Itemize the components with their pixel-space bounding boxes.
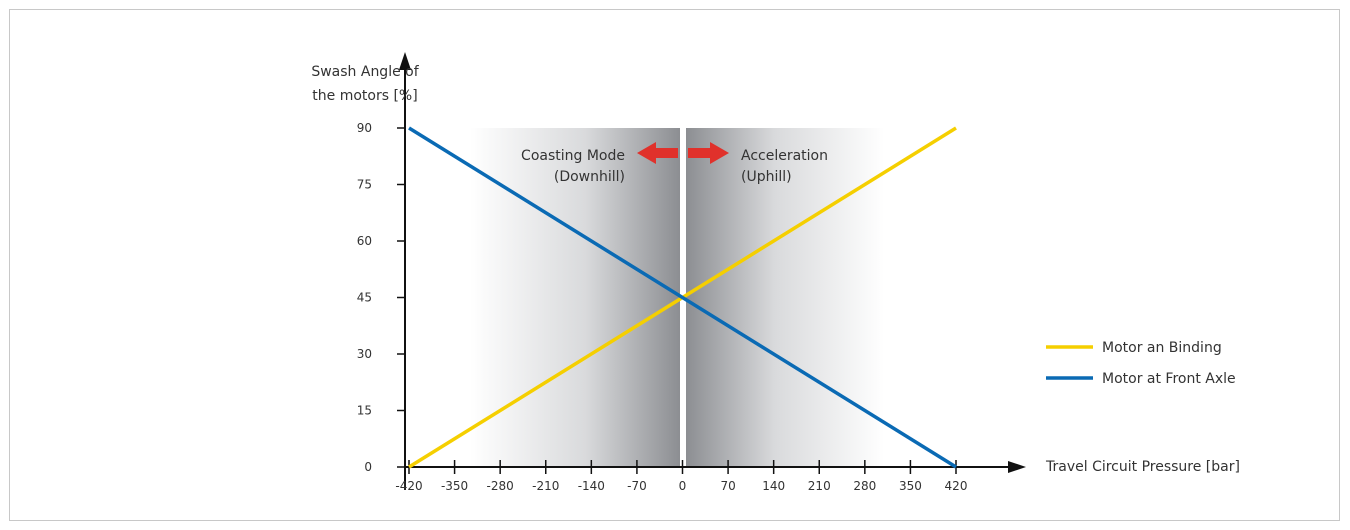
- uphill-label: (Uphill): [741, 169, 792, 185]
- y-tick-label: 15: [357, 404, 372, 418]
- x-ticks: -420 -350 -280 -210 -140 -70 0 70 140 210 280 350 42…: [395, 460, 967, 493]
- y-axis-title-line2: the motors [%]: [312, 88, 417, 104]
- y-ticks: 0 15 30 45 60 75 90: [357, 121, 405, 474]
- shaded-regions: [470, 128, 884, 467]
- arrow-left-icon: [637, 142, 678, 164]
- y-tick-label: 60: [357, 234, 372, 248]
- y-tick-label: 45: [357, 291, 372, 305]
- y-tick-label: 30: [357, 347, 372, 361]
- x-tick-label: 70: [720, 479, 735, 493]
- x-tick-label: -210: [532, 479, 559, 493]
- arrow-right-icon: [688, 142, 729, 164]
- x-tick-label: 210: [808, 479, 831, 493]
- y-tick-label: 0: [364, 460, 372, 474]
- y-axis-title-line1: Swash Angle of: [311, 64, 419, 80]
- x-axis-title: Travel Circuit Pressure [bar]: [1045, 459, 1240, 475]
- mode-annotations: Coasting Mode (Downhill) Acceleration (U…: [521, 142, 828, 185]
- legend-label-motor-at-front-axle: Motor at Front Axle: [1102, 371, 1236, 387]
- x-tick-label: 280: [853, 479, 876, 493]
- x-tick-label: 0: [679, 479, 687, 493]
- x-tick-label: -420: [395, 479, 422, 493]
- downhill-label: (Downhill): [554, 169, 625, 185]
- series-lines: [408, 126, 957, 469]
- x-tick-label: 350: [899, 479, 922, 493]
- x-tick-label: -70: [627, 479, 647, 493]
- acceleration-label: Acceleration: [741, 148, 828, 164]
- series-line-motor-at-front-axle: [408, 126, 957, 469]
- x-tick-label: 420: [945, 479, 968, 493]
- legend: Motor an Binding Motor at Front Axle: [1046, 340, 1236, 387]
- chart-frame: [9, 9, 1340, 521]
- y-axis-arrow-icon: [399, 52, 411, 70]
- y-tick-label: 75: [357, 178, 372, 192]
- x-tick-label: -280: [487, 479, 514, 493]
- coasting-mode-label: Coasting Mode: [521, 148, 625, 164]
- x-tick-label: -350: [441, 479, 468, 493]
- acceleration-region: [686, 128, 884, 467]
- y-tick-label: 90: [357, 121, 372, 135]
- coasting-region: [470, 128, 680, 467]
- x-axis-arrow-icon: [1008, 461, 1026, 473]
- legend-label-motor-an-binding: Motor an Binding: [1102, 340, 1222, 356]
- x-tick-label: 140: [762, 479, 785, 493]
- x-tick-label: -140: [578, 479, 605, 493]
